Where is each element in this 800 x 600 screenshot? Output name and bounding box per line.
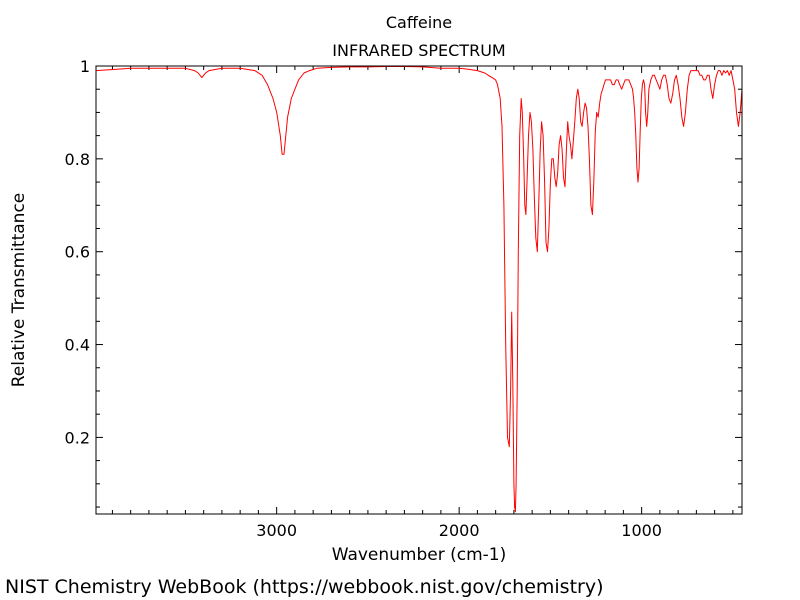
spectrum-line (95, 66, 743, 513)
y-axis-ticks: 0.2 0.4 0.6 0.8 1 (65, 57, 742, 447)
x-tick-label: 3000 (256, 521, 297, 540)
y-tick-label: 0.2 (65, 428, 90, 447)
y-tick-label: 1 (80, 57, 90, 76)
x-tick-label: 2000 (439, 521, 480, 540)
x-axis-ticks: 3000 2000 1000 (256, 66, 662, 540)
x-axis-label: Wavenumber (cm-1) (332, 545, 507, 565)
y-tick-label: 0.8 (65, 150, 90, 169)
x-tick-label: 1000 (621, 521, 662, 540)
source-footer: NIST Chemistry WebBook (https://webbook.… (5, 576, 604, 598)
chart-title: Caffeine (386, 13, 452, 32)
y-axis-label: Relative Transmittance (9, 193, 29, 388)
y-tick-label: 0.4 (65, 336, 90, 355)
y-tick-label: 0.6 (65, 243, 90, 262)
y-minor-ticks (96, 88, 742, 508)
plot-frame (95, 65, 743, 515)
chart-subtitle: INFRARED SPECTRUM (332, 41, 505, 60)
